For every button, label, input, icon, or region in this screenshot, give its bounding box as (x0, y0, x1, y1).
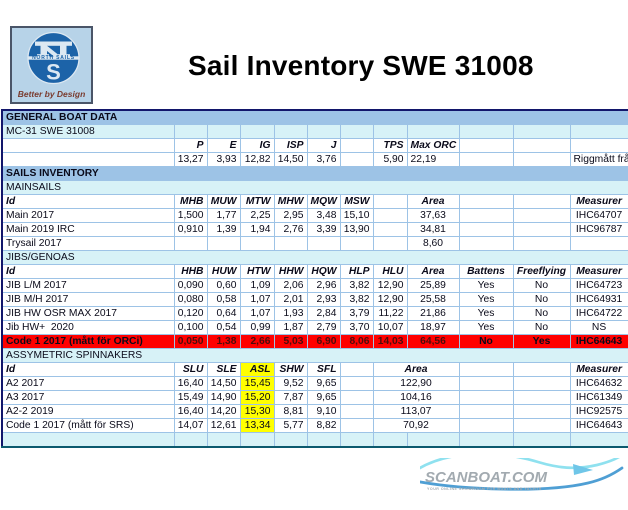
svg-text:YOUR ONLINE SHOWROOM FOR BOATS: YOUR ONLINE SHOWROOM FOR BOATS AND YACHT… (427, 487, 542, 491)
svg-text:S: S (46, 60, 61, 85)
svg-text:SCANBOAT.COM: SCANBOAT.COM (425, 469, 547, 486)
